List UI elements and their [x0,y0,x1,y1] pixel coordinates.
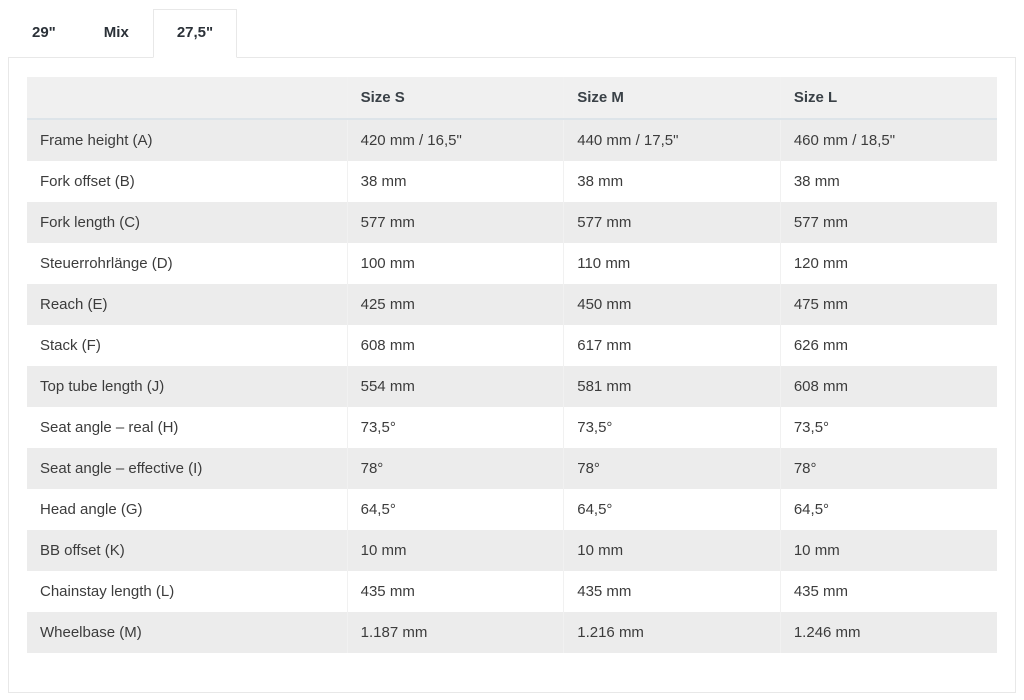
column-header: Size L [779,77,997,120]
row-value: 38 mm [346,161,564,202]
row-value: 64,5° [563,489,781,530]
row-value: 78° [346,448,564,489]
row-label: Chainstay length (L) [27,571,348,612]
row-value: 608 mm [779,366,997,407]
table-row: Seat angle – real (H) 73,5° 73,5° 73,5° [27,407,997,448]
row-value: 38 mm [563,161,781,202]
row-value: 64,5° [346,489,564,530]
table-row: Steuerrohrlänge (D) 100 mm 110 mm 120 mm [27,243,997,284]
row-value: 73,5° [563,407,781,448]
row-value: 425 mm [346,284,564,325]
table-row: Chainstay length (L) 435 mm 435 mm 435 mm [27,571,997,612]
row-value: 73,5° [779,407,997,448]
row-value: 78° [563,448,781,489]
row-value: 581 mm [563,366,781,407]
table-row: BB offset (K) 10 mm 10 mm 10 mm [27,530,997,571]
tab-mix[interactable]: Mix [80,9,153,58]
row-value: 10 mm [346,530,564,571]
row-label: Reach (E) [27,284,348,325]
row-label: Seat angle – real (H) [27,407,348,448]
row-value: 460 mm / 18,5" [779,119,997,161]
row-label: Top tube length (J) [27,366,348,407]
column-header: Size S [346,77,564,120]
row-value: 435 mm [779,571,997,612]
row-value: 38 mm [779,161,997,202]
row-value: 10 mm [563,530,781,571]
row-label: Fork offset (B) [27,161,348,202]
column-header: Size M [563,77,781,120]
table-body: Frame height (A) 420 mm / 16,5" 440 mm / 1… [27,119,997,653]
row-label: Stack (F) [27,325,348,366]
row-value: 435 mm [563,571,781,612]
table-row: Seat angle – effective (I) 78° 78° 78° [27,448,997,489]
table-row: Head angle (G) 64,5° 64,5° 64,5° [27,489,997,530]
table-header-row: Size S Size M Size L [27,77,997,120]
row-label: Fork length (C) [27,202,348,243]
row-value: 100 mm [346,243,564,284]
row-value: 577 mm [346,202,564,243]
table-row: Top tube length (J) 554 mm 581 mm 608 mm [27,366,997,407]
table-row: Frame height (A) 420 mm / 16,5" 440 mm / 1… [27,119,997,161]
table-row: Fork length (C) 577 mm 577 mm 577 mm [27,202,997,243]
row-label: Frame height (A) [27,119,348,161]
table-row: Fork offset (B) 38 mm 38 mm 38 mm [27,161,997,202]
row-value: 1.246 mm [779,612,997,653]
row-value: 608 mm [346,325,564,366]
table-row: Reach (E) 425 mm 450 mm 475 mm [27,284,997,325]
row-value: 110 mm [563,243,781,284]
row-label: Seat angle – effective (I) [27,448,348,489]
table-row: Stack (F) 608 mm 617 mm 626 mm [27,325,997,366]
geometry-table: Size S Size M Size L Frame height (A) 420 m… [27,77,997,653]
row-value: 10 mm [779,530,997,571]
row-value: 577 mm [779,202,997,243]
row-value: 1.187 mm [346,612,564,653]
row-value: 435 mm [346,571,564,612]
row-value: 64,5° [779,489,997,530]
row-value: 78° [779,448,997,489]
tab-29[interactable]: 29" [8,9,80,58]
row-label: Steuerrohrlänge (D) [27,243,348,284]
tab-27-5[interactable]: 27,5" [152,9,238,58]
row-value: 440 mm / 17,5" [563,119,781,161]
row-label: Head angle (G) [27,489,348,530]
row-value: 450 mm [563,284,781,325]
row-value: 120 mm [779,243,997,284]
row-value: 554 mm [346,366,564,407]
row-value: 617 mm [563,325,781,366]
row-value: 475 mm [779,284,997,325]
row-value: 73,5° [346,407,564,448]
row-value: 626 mm [779,325,997,366]
column-header-empty [27,77,348,120]
geometry-tab-panel: Size S Size M Size L Frame height (A) 420 m… [8,57,1016,693]
row-label: Wheelbase (M) [27,612,348,653]
row-value: 577 mm [563,202,781,243]
row-value: 420 mm / 16,5" [346,119,564,161]
row-label: BB offset (K) [27,530,348,571]
row-value: 1.216 mm [563,612,781,653]
wheel-size-tab-bar: 29" Mix 27,5" [8,9,1016,58]
table-row: Wheelbase (M) 1.187 mm 1.216 mm 1.246 mm [27,612,997,653]
